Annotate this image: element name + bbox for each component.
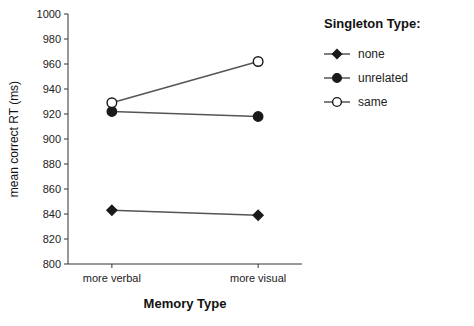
y-tick	[64, 89, 68, 90]
point-marker	[253, 57, 263, 67]
point-marker	[253, 210, 263, 220]
y-tick	[64, 14, 68, 15]
y-tick-label: 880	[43, 158, 61, 170]
x-axis-line	[68, 264, 302, 265]
point-marker	[253, 112, 263, 122]
legend-label: same	[358, 95, 388, 109]
series-line	[112, 62, 258, 103]
y-tick-label: 940	[43, 83, 61, 95]
y-tick-label: 860	[43, 183, 61, 195]
y-tick	[64, 189, 68, 190]
y-tick	[64, 139, 68, 140]
x-axis-label: Memory Type	[144, 296, 227, 311]
y-tick-label: 800	[43, 258, 61, 270]
series-line	[112, 210, 258, 215]
y-tick-label: 960	[43, 58, 61, 70]
y-tick	[64, 114, 68, 115]
series-line	[112, 112, 258, 117]
legend-label: none	[358, 47, 385, 61]
legend-title: Singleton Type:	[324, 16, 421, 31]
y-axis-label: mean correct RT (ms)	[7, 81, 21, 197]
y-tick	[64, 39, 68, 40]
legend-marker	[333, 74, 342, 83]
legend-marker	[332, 49, 341, 58]
legend-label: unrelated	[358, 71, 408, 85]
y-tick	[64, 239, 68, 240]
point-marker	[107, 205, 117, 215]
y-tick-label: 980	[43, 33, 61, 45]
x-tick-label: more visual	[230, 272, 286, 284]
x-tick	[258, 264, 259, 268]
y-tick-label: 840	[43, 208, 61, 220]
x-tick	[111, 264, 112, 268]
y-tick	[64, 214, 68, 215]
chart-container: 800 820 840 860 880 900 920 940 960 980 1000 more v…	[0, 0, 474, 326]
y-tick-label: 820	[43, 233, 61, 245]
y-tick	[64, 264, 68, 265]
y-tick	[64, 64, 68, 65]
chart-svg: 800 820 840 860 880 900 920 940 960 980 1000 more v…	[0, 0, 474, 326]
y-tick-label: 920	[43, 108, 61, 120]
y-tick-label: 1000	[37, 8, 61, 20]
y-tick	[64, 164, 68, 165]
plot-area	[107, 57, 263, 221]
point-marker	[107, 98, 117, 108]
x-tick-label: more verbal	[83, 272, 141, 284]
legend-marker	[333, 98, 342, 107]
legend: Singleton Type: none unrelated same	[324, 16, 421, 109]
y-tick-label: 900	[43, 133, 61, 145]
